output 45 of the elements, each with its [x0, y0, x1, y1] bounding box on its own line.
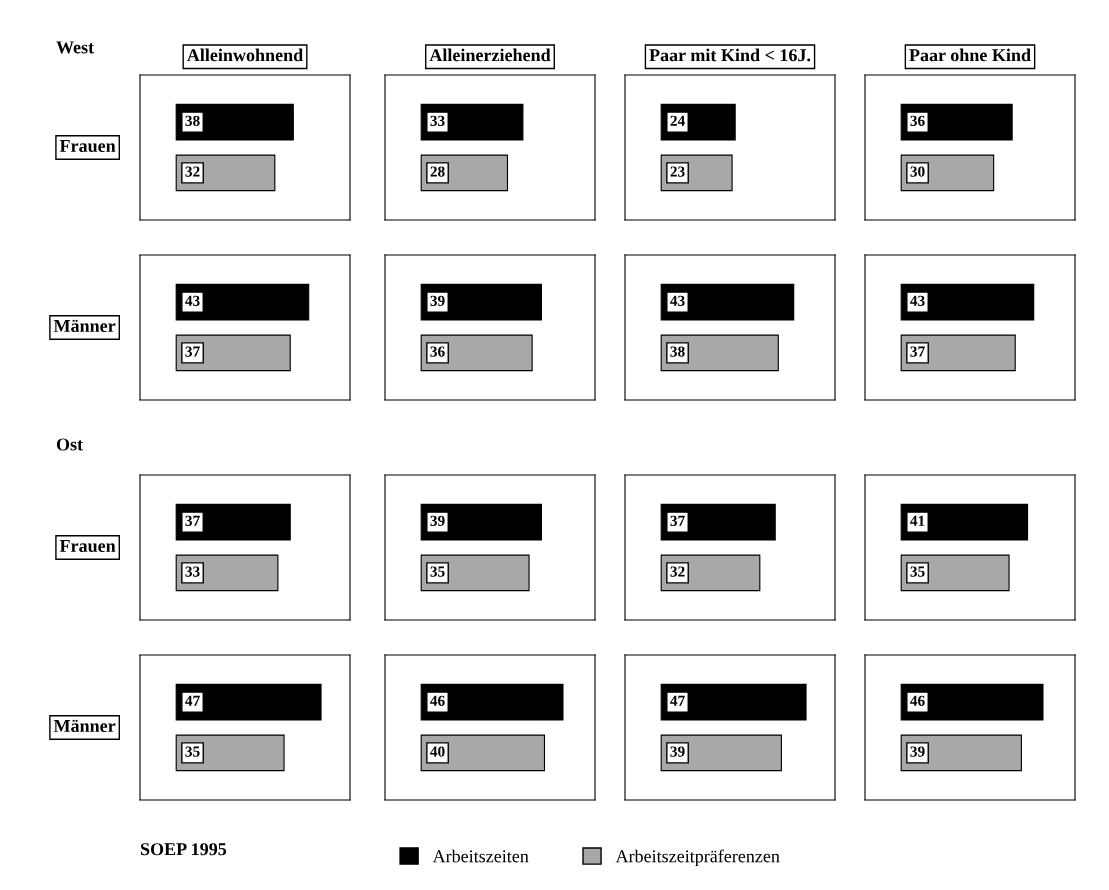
legend-label: Arbeitszeitpräferenzen: [615, 849, 780, 867]
data-label: 38: [670, 346, 685, 357]
data-label: 38: [185, 115, 200, 126]
data-label: 33: [430, 115, 445, 126]
data-label: 40: [430, 746, 445, 757]
chart-title: Paar mit Kind < 16J.: [649, 48, 811, 62]
data-label: 47: [185, 695, 200, 706]
legend-label: Arbeitszeiten: [432, 849, 529, 863]
data-label: 37: [670, 515, 685, 526]
data-label: 37: [185, 346, 200, 357]
data-label: 24: [670, 115, 685, 126]
data-label: 43: [910, 295, 925, 306]
data-label: 37: [910, 346, 925, 357]
y-axis-title: Frauen: [59, 140, 116, 153]
data-label: 41: [910, 515, 925, 526]
text: SOEP 1995: [140, 843, 227, 856]
data-label: 46: [430, 695, 445, 706]
data-label: 30: [910, 166, 925, 177]
data-label: 37: [185, 515, 200, 526]
data-label: 36: [430, 346, 445, 357]
data-label: 32: [185, 166, 200, 177]
y-axis-title: Frauen: [59, 540, 116, 553]
data-label: 32: [670, 566, 685, 577]
data-label: 35: [430, 566, 445, 577]
chart-title: Alleinwohnend: [186, 48, 303, 62]
chart-title: Alleinerziehend: [429, 48, 551, 62]
data-label: 33: [185, 566, 200, 577]
data-label: 39: [430, 515, 445, 526]
data-label: 39: [430, 295, 445, 306]
data-label: 23: [670, 166, 685, 177]
chart-title: Paar ohne Kind: [909, 48, 1031, 62]
data-label: 43: [185, 295, 200, 306]
data-label: 35: [185, 746, 200, 757]
y-axis-title: Männer: [53, 719, 116, 733]
y-axis-title: Männer: [53, 319, 116, 333]
text: Ost: [56, 438, 83, 451]
text: West: [56, 41, 95, 54]
data-label: 46: [910, 695, 925, 706]
data-label: 47: [670, 695, 685, 706]
data-label: 28: [430, 166, 445, 177]
data-label: 39: [670, 746, 685, 757]
data-label: 35: [910, 566, 925, 577]
data-label: 36: [910, 115, 925, 126]
data-label: 39: [910, 746, 925, 757]
data-label: 43: [670, 295, 685, 306]
